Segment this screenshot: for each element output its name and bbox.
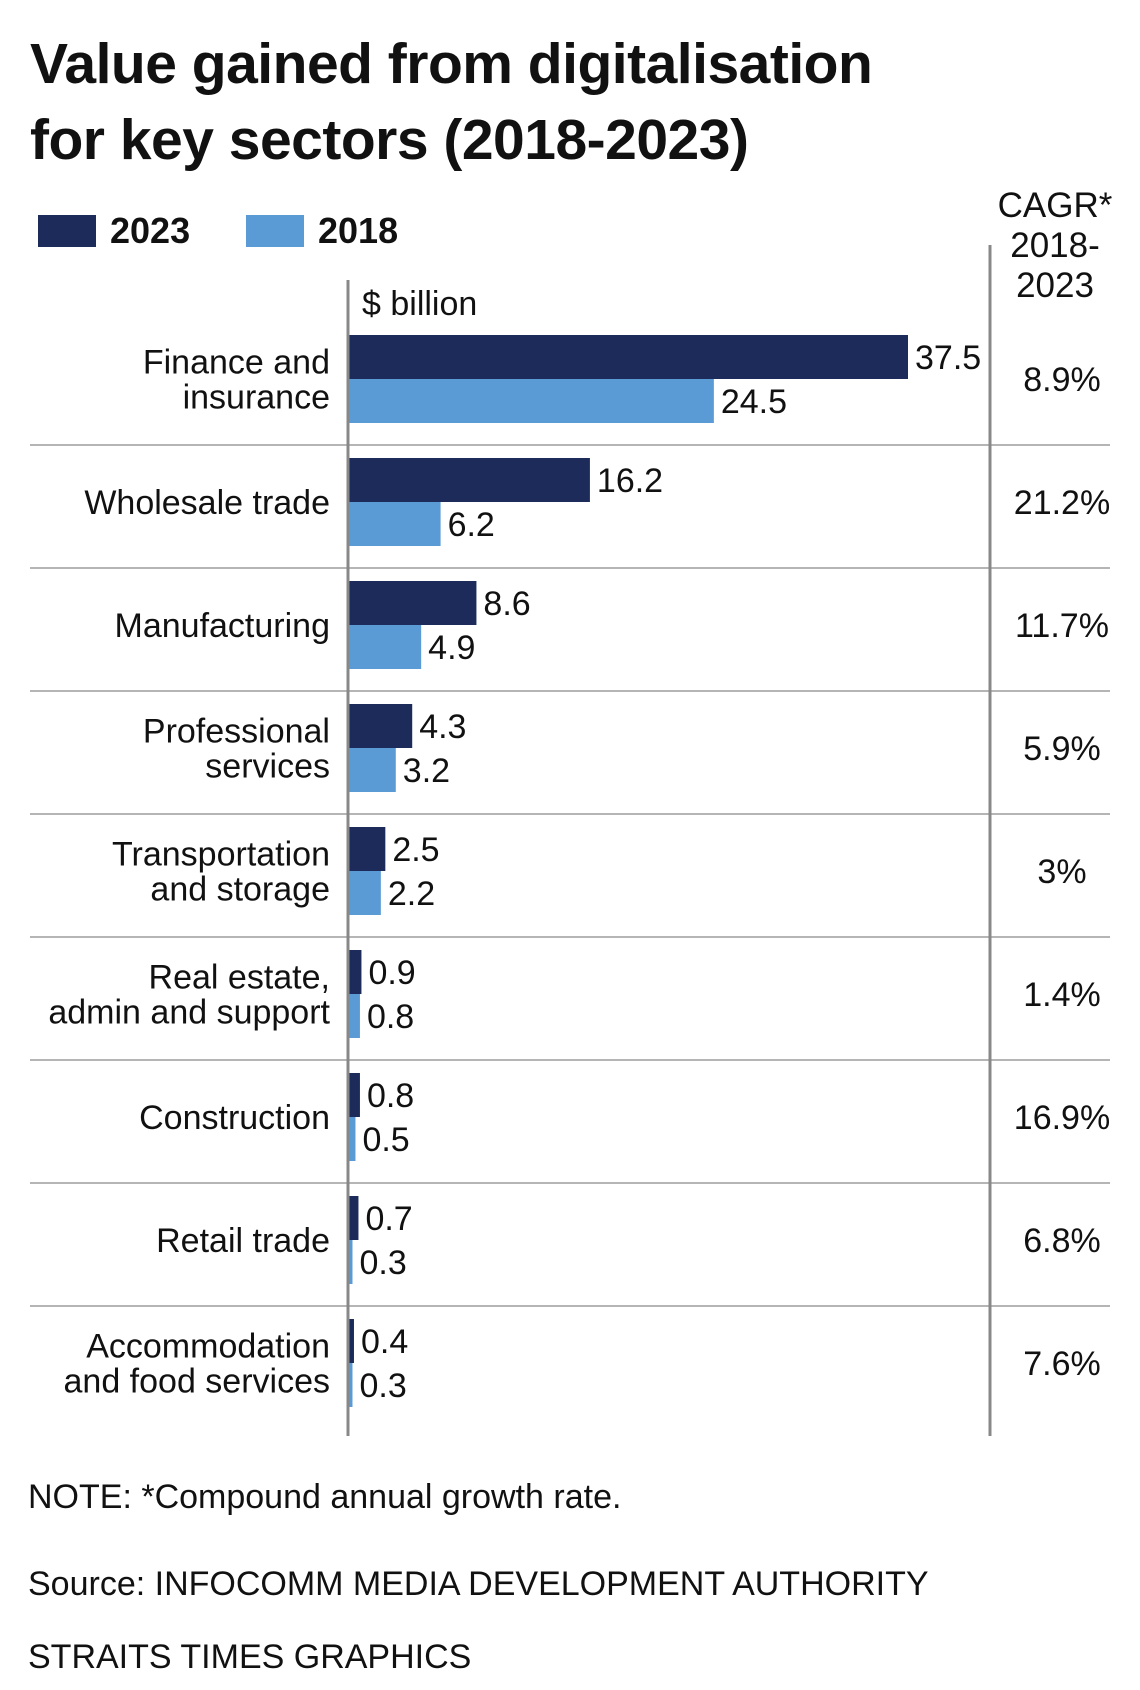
category-label-5: Real estate,: [149, 959, 330, 997]
cagr-value-6: 16.9%: [1014, 1099, 1110, 1137]
value-label-2018-5: 0.8: [367, 998, 414, 1036]
cagr-header-line-1: CAGR*: [997, 186, 1113, 225]
bar-2018-1: [348, 502, 441, 546]
value-label-2018-3: 3.2: [403, 752, 450, 790]
legend-label-2018: 2018: [318, 210, 399, 251]
value-label-2018-4: 2.2: [388, 875, 435, 913]
bar-2018-2: [348, 625, 422, 669]
category-label-4: Transportation: [112, 836, 330, 874]
value-label-2018-1: 6.2: [448, 506, 495, 544]
bar-2023-7: [348, 1196, 359, 1240]
bar-2023-8: [348, 1319, 354, 1363]
category-label-3: services: [205, 748, 330, 786]
category-label-1: Wholesale trade: [84, 484, 330, 522]
bar-2018-6: [348, 1117, 356, 1161]
cagr-value-8: 7.6%: [1023, 1345, 1101, 1383]
category-label-7: Retail trade: [156, 1222, 330, 1260]
value-label-2023-0: 37.5: [915, 339, 981, 377]
bar-2018-5: [348, 994, 360, 1038]
cagr-value-1: 21.2%: [1014, 484, 1110, 522]
legend-item-2018: 2018: [246, 210, 398, 252]
cagr-value-4: 3%: [1037, 853, 1086, 891]
cagr-value-0: 8.9%: [1023, 361, 1101, 399]
legend-swatch-2023: [38, 215, 96, 247]
cagr-value-7: 6.8%: [1023, 1222, 1101, 1260]
bar-2018-4: [348, 871, 381, 915]
bar-2018-3: [348, 748, 396, 792]
title-line-1: Value gained from digitalisation: [30, 32, 873, 96]
value-label-2023-7: 0.7: [365, 1200, 412, 1238]
bar-2018-8: [348, 1363, 353, 1407]
category-label-8: and food services: [64, 1363, 331, 1401]
bar-2023-2: [348, 581, 477, 625]
category-label-5: admin and support: [48, 994, 330, 1032]
bar-2023-5: [348, 950, 362, 994]
cagr-header: CAGR* 2018- 2023: [990, 186, 1120, 306]
bar-2023-4: [348, 827, 386, 871]
bar-2023-0: [348, 335, 908, 379]
source-line: Source: INFOCOMM MEDIA DEVELOPMENT AUTHO…: [28, 1565, 929, 1603]
value-label-2018-7: 0.3: [359, 1244, 406, 1282]
bar-2023-3: [348, 704, 413, 748]
value-label-2018-0: 24.5: [721, 383, 787, 421]
cagr-value-5: 1.4%: [1023, 976, 1101, 1014]
credit-line: STRAITS TIMES GRAPHICS: [28, 1638, 472, 1676]
bar-2023-6: [348, 1073, 360, 1117]
cagr-value-2: 11.7%: [1015, 607, 1109, 645]
category-label-0: insurance: [183, 379, 330, 417]
footnote: NOTE: *Compound annual growth rate.: [28, 1478, 622, 1516]
value-label-2023-3: 4.3: [419, 708, 466, 746]
value-label-2018-6: 0.5: [362, 1121, 409, 1159]
category-label-2: Manufacturing: [115, 607, 330, 645]
legend-label-2023: 2023: [110, 210, 191, 251]
category-label-4: and storage: [150, 871, 330, 909]
chart-title: Value gained from digitalisation for key…: [30, 26, 1090, 178]
category-label-3: Professional: [143, 713, 330, 751]
legend-item-2023: 2023: [38, 210, 190, 252]
value-label-2023-4: 2.5: [392, 831, 439, 869]
category-label-0: Finance and: [143, 344, 330, 382]
value-label-2023-1: 16.2: [597, 462, 663, 500]
cagr-value-3: 5.9%: [1023, 730, 1101, 768]
bar-2018-7: [348, 1240, 353, 1284]
value-label-2023-6: 0.8: [367, 1077, 414, 1115]
value-label-2018-8: 0.3: [359, 1367, 406, 1405]
unit-label: $ billion: [362, 285, 478, 323]
value-label-2023-5: 0.9: [368, 954, 415, 992]
title-line-2: for key sectors (2018-2023): [30, 108, 749, 172]
category-label-6: Construction: [139, 1099, 330, 1137]
bar-2023-1: [348, 458, 590, 502]
value-label-2023-2: 8.6: [483, 585, 530, 623]
bar-2018-0: [348, 379, 714, 423]
cagr-header-line-2: 2018-: [1010, 226, 1100, 265]
cagr-header-line-3: 2023: [1016, 266, 1094, 305]
value-label-2023-8: 0.4: [361, 1323, 408, 1361]
legend-swatch-2018: [246, 215, 304, 247]
category-label-8: Accommodation: [86, 1328, 330, 1366]
value-label-2018-2: 4.9: [428, 629, 475, 667]
